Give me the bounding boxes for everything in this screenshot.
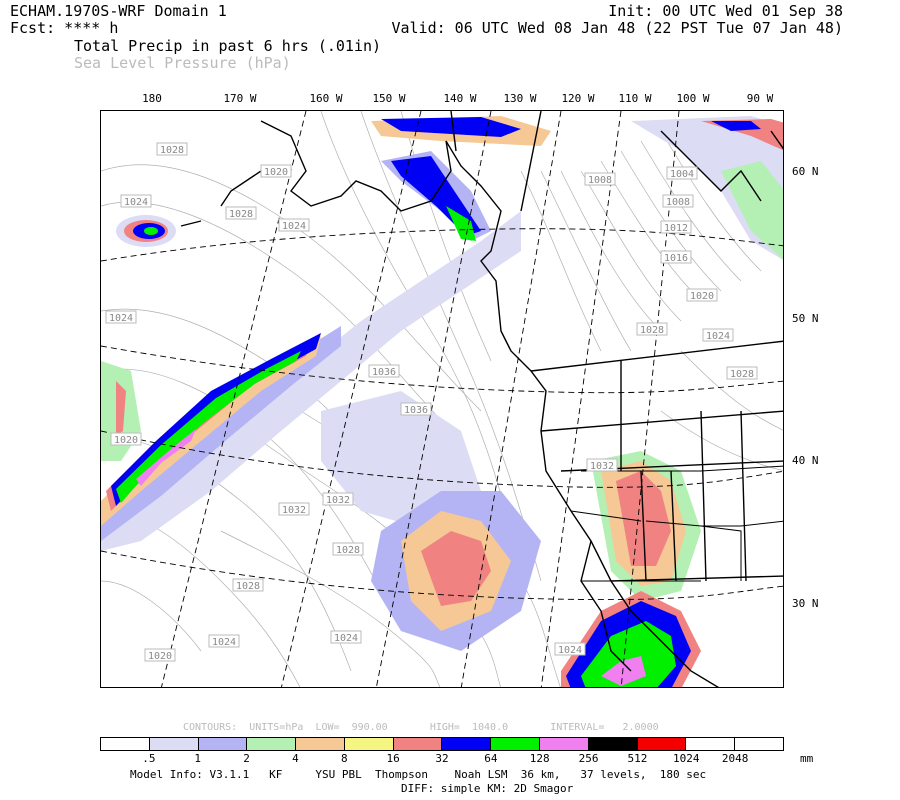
pressure-label: 1028 bbox=[229, 209, 253, 220]
lat-label: 40 N bbox=[792, 454, 819, 467]
legend-swatch bbox=[540, 738, 589, 750]
legend-swatch bbox=[296, 738, 345, 750]
legend-label: .5 bbox=[142, 752, 156, 765]
valid-time: Valid: 06 UTC Wed 08 Jan 48 (22 PST Tue … bbox=[391, 19, 843, 37]
lon-label: 120 W bbox=[561, 92, 595, 105]
pressure-label: 1020 bbox=[264, 167, 288, 178]
pressure-label: 1020 bbox=[690, 291, 714, 302]
lon-label: 150 W bbox=[372, 92, 406, 105]
init-time: Init: 00 UTC Wed 01 Sep 38 bbox=[608, 2, 843, 20]
pressure-label: 1036 bbox=[372, 367, 396, 378]
model-title: ECHAM.1970S-WRF Domain 1 bbox=[10, 2, 227, 20]
legend-label: 512 bbox=[627, 752, 648, 765]
field-title-precip: Total Precip in past 6 hrs (.01in) bbox=[74, 37, 382, 55]
pressure-label: 1020 bbox=[114, 435, 138, 446]
pressure-label: 1028 bbox=[640, 325, 664, 336]
legend-swatch bbox=[247, 738, 297, 750]
lon-label: 170 W bbox=[223, 92, 257, 105]
pressure-label: 1024 bbox=[282, 221, 306, 232]
legend-label: 64 bbox=[484, 752, 498, 765]
pressure-label: 1024 bbox=[124, 197, 148, 208]
contour-info: CONTOURS: UNITS=hPa LOW= 990.00 HIGH= 10… bbox=[183, 722, 659, 733]
pressure-label: 1028 bbox=[160, 145, 184, 156]
field-title-slp: Sea Level Pressure (hPa) bbox=[74, 54, 291, 72]
pressure-labels: 1028 1020 1024 1028 1024 1024 1020 1036 … bbox=[105, 142, 758, 662]
pressure-label: 1028 bbox=[236, 581, 260, 592]
legend-label: 8 bbox=[340, 752, 348, 765]
forecast-hour: Fcst: **** h bbox=[10, 19, 119, 37]
pressure-label: 1032 bbox=[590, 461, 614, 472]
pressure-label: 1024 bbox=[109, 313, 133, 324]
lon-label: 90 W bbox=[746, 92, 774, 105]
legend-swatch bbox=[735, 738, 783, 750]
legend-swatch bbox=[198, 738, 248, 750]
pressure-label: 1016 bbox=[664, 253, 688, 264]
pressure-label: 1024 bbox=[706, 331, 730, 342]
diff-info: DIFF: simple KM: 2D Smagor bbox=[401, 782, 574, 795]
legend-swatch bbox=[491, 738, 541, 750]
lon-label: 180 bbox=[142, 92, 162, 105]
pressure-label: 1032 bbox=[282, 505, 306, 516]
legend-label: 16 bbox=[386, 752, 400, 765]
pressure-label: 1024 bbox=[558, 645, 582, 656]
legend-unit: mm bbox=[800, 752, 814, 765]
legend-swatch bbox=[588, 738, 638, 750]
pressure-label: 1028 bbox=[336, 545, 360, 556]
color-legend bbox=[100, 737, 784, 751]
pressure-label: 1008 bbox=[588, 175, 612, 186]
pressure-label: 1008 bbox=[666, 197, 690, 208]
coastlines bbox=[180, 111, 783, 687]
legend-swatch bbox=[344, 738, 394, 750]
lon-label: 100 W bbox=[676, 92, 710, 105]
legend-swatch bbox=[442, 738, 492, 750]
pressure-label: 1036 bbox=[404, 405, 428, 416]
legend-label: 256 bbox=[578, 752, 599, 765]
lat-label: 30 N bbox=[792, 597, 819, 610]
model-info: Model Info: V3.1.1 KF YSU PBL Thompson N… bbox=[130, 768, 707, 781]
pressure-label: 1020 bbox=[148, 651, 172, 662]
legend-swatch bbox=[393, 738, 443, 750]
lat-label: 60 N bbox=[792, 165, 819, 178]
lat-label: 50 N bbox=[792, 312, 819, 325]
legend-swatch bbox=[686, 738, 736, 750]
precip-shading bbox=[101, 116, 783, 687]
legend-label: 2 bbox=[243, 752, 250, 765]
pressure-label: 1024 bbox=[212, 637, 236, 648]
pressure-label: 1012 bbox=[664, 223, 688, 234]
pressure-label: 1028 bbox=[730, 369, 754, 380]
precip-map-svg: 1028 1020 1024 1028 1024 1024 1020 1036 … bbox=[101, 111, 783, 687]
lon-label: 110 W bbox=[618, 92, 652, 105]
pressure-label: 1024 bbox=[334, 633, 358, 644]
lon-label: 130 W bbox=[503, 92, 537, 105]
legend-label: 1 bbox=[194, 752, 202, 765]
legend-swatch bbox=[101, 738, 150, 750]
pressure-label: 1004 bbox=[670, 169, 694, 180]
map-panel: 1028 1020 1024 1028 1024 1024 1020 1036 … bbox=[100, 110, 784, 688]
legend-label: 4 bbox=[292, 752, 299, 765]
legend-swatch bbox=[637, 738, 687, 750]
legend-label: 32 bbox=[435, 752, 449, 765]
lon-label: 160 W bbox=[309, 92, 343, 105]
lon-label: 140 W bbox=[443, 92, 477, 105]
lat-lon-grid bbox=[101, 111, 783, 687]
legend-label: 2048 bbox=[721, 752, 749, 765]
legend-swatch bbox=[149, 738, 199, 750]
legend-label: 1024 bbox=[673, 752, 700, 765]
legend-label: 128 bbox=[529, 752, 550, 765]
pressure-label: 1032 bbox=[326, 495, 350, 506]
